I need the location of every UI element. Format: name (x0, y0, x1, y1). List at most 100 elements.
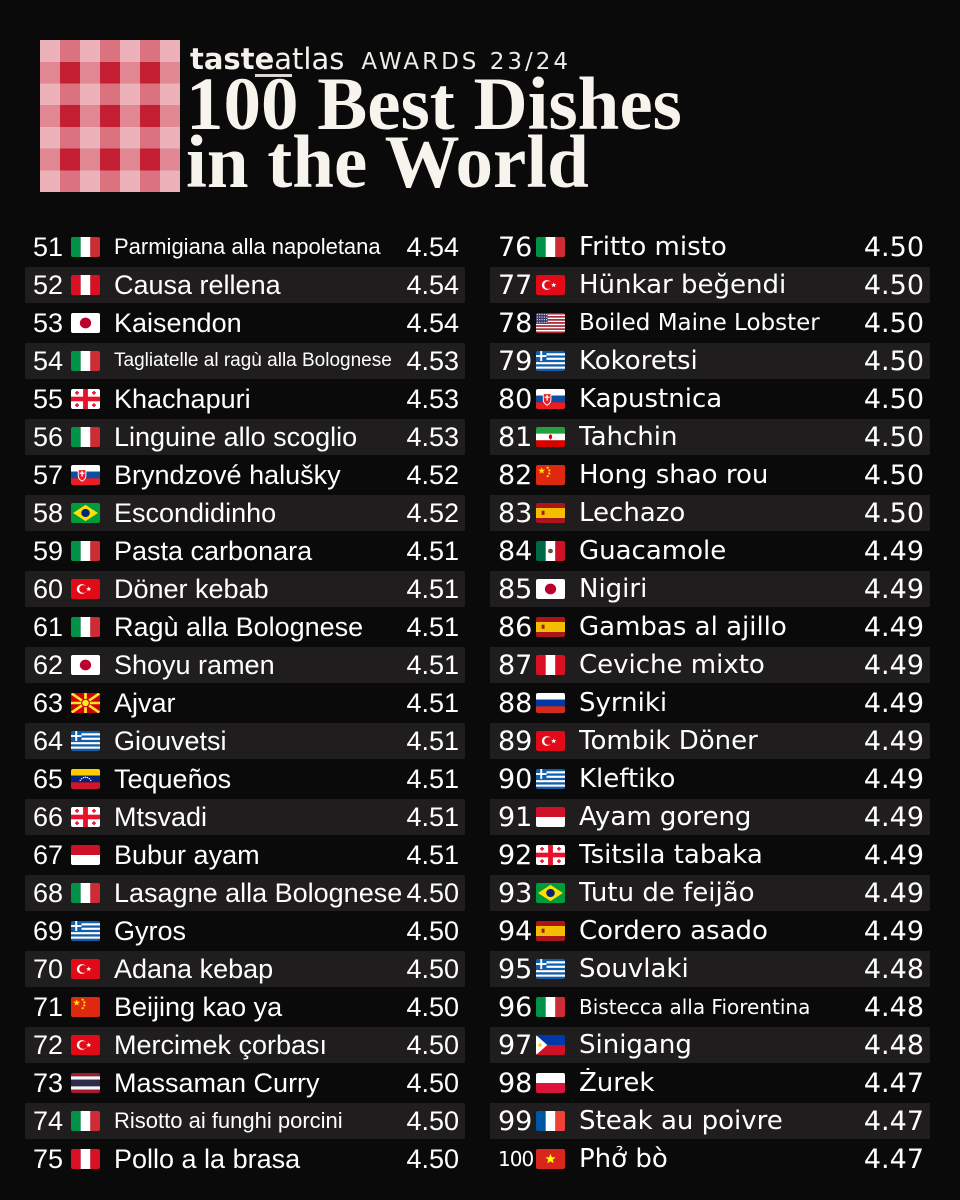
rank-number: 61 (33, 611, 64, 642)
rank-number: 87 (498, 649, 533, 681)
country-flag-icon-es (536, 503, 565, 523)
dish-name: Causa rellena (114, 269, 281, 300)
dish-row: 75 Pollo a la brasa 4.50 (25, 1141, 465, 1177)
country-flag-icon-jp (536, 579, 565, 599)
dish-name: Fritto misto (579, 232, 727, 262)
dish-row: 67 Bubur ayam 4.51 (25, 837, 465, 873)
dish-row: 62 Shoyu ramen 4.51 (25, 647, 465, 683)
dish-row: 95 Souvlaki 4.48 (490, 951, 930, 987)
dish-row: 54 Tagliatelle al ragù alla Bolognese 4.53 (25, 343, 465, 379)
rating-value: 4.48 (863, 953, 924, 985)
dish-name: Mercimek çorbası (114, 1029, 328, 1060)
dish-row: 78 Boiled Maine Lobster 4.50 (490, 305, 930, 341)
rating-value: 4.49 (863, 687, 924, 719)
dish-row: 68 Lasagne alla Bolognese 4.50 (25, 875, 465, 911)
list-column-right: 76 Fritto misto 4.50 77 Hünkar beğendi 4.50 78… (490, 229, 930, 1179)
rating-value: 4.51 (406, 839, 459, 870)
country-flag-icon-tr (536, 275, 565, 295)
dish-row: 59 Pasta carbonara 4.51 (25, 533, 465, 569)
rating-value: 4.50 (406, 1029, 459, 1060)
rank-number: 91 (498, 801, 533, 833)
country-flag-icon-ru (536, 693, 565, 713)
country-flag-icon-tr (536, 731, 565, 751)
rating-value: 4.49 (863, 573, 924, 605)
country-flag-icon-ir (536, 427, 565, 447)
dish-name: Bubur ayam (114, 839, 260, 870)
rank-number: 92 (498, 839, 533, 871)
dish-row: 91 Ayam goreng 4.49 (490, 799, 930, 835)
dish-name: Tsitsila tabaka (579, 840, 763, 870)
dish-name: Lechazo (579, 498, 686, 528)
rank-number: 97 (498, 1029, 533, 1061)
dish-row: 58 Escondidinho 4.52 (25, 495, 465, 531)
dish-name: Nigiri (579, 574, 648, 604)
dish-row: 69 Gyros 4.50 (25, 913, 465, 949)
country-flag-icon-es (536, 921, 565, 941)
country-flag-icon-vn (536, 1149, 565, 1169)
rank-number: 96 (498, 991, 533, 1023)
rank-number: 89 (498, 725, 533, 757)
rank-number: 56 (33, 421, 64, 452)
dish-row: 98 Żurek 4.47 (490, 1065, 930, 1101)
rating-value: 4.49 (863, 877, 924, 909)
rating-value: 4.49 (863, 649, 924, 681)
dish-name: Syrniki (579, 688, 668, 718)
dish-row: 57 Bryndzové halušky 4.52 (25, 457, 465, 493)
rating-value: 4.51 (406, 649, 459, 680)
country-flag-icon-fr (536, 1111, 565, 1131)
rank-number: 63 (33, 687, 64, 718)
rating-value: 4.54 (406, 269, 459, 300)
rating-value: 4.53 (406, 345, 459, 376)
dish-name: Tombik Döner (579, 726, 758, 756)
dish-row: 94 Cordero asado 4.49 (490, 913, 930, 949)
rating-value: 4.51 (406, 573, 459, 604)
rank-number: 94 (498, 915, 533, 947)
rating-value: 4.51 (406, 725, 459, 756)
dish-name: Guacamole (579, 536, 727, 566)
rating-value: 4.53 (406, 383, 459, 414)
dish-name: Massaman Curry (114, 1067, 320, 1098)
country-flag-icon-pl (536, 1073, 565, 1093)
country-flag-icon-id (71, 845, 100, 865)
dish-name: Tahchin (579, 422, 678, 452)
dish-name: Risotto ai funghi porcini (114, 1108, 343, 1133)
country-flag-icon-ge (71, 807, 100, 827)
rating-value: 4.47 (863, 1143, 924, 1175)
dish-row: 53 Kaisendon 4.54 (25, 305, 465, 341)
rating-value: 4.50 (406, 915, 459, 946)
country-flag-icon-jp (71, 655, 100, 675)
rank-number: 70 (33, 953, 64, 984)
dish-row: 76 Fritto misto 4.50 (490, 229, 930, 265)
rank-number: 69 (33, 915, 64, 946)
dish-name: Phở bò (579, 1144, 668, 1174)
dish-name: Cordero asado (579, 916, 768, 946)
rating-value: 4.47 (863, 1105, 924, 1137)
country-flag-icon-it (536, 997, 565, 1017)
dish-name: Mtsvadi (114, 801, 208, 832)
dish-row: 92 Tsitsila tabaka 4.49 (490, 837, 930, 873)
rank-number: 54 (33, 345, 64, 376)
rating-value: 4.51 (406, 535, 459, 566)
dish-row: 72 Mercimek çorbası 4.50 (25, 1027, 465, 1063)
rank-number: 88 (498, 687, 533, 719)
dish-name: Tequeños (114, 763, 232, 794)
rating-value: 4.51 (406, 801, 459, 832)
dish-name: Kaisendon (114, 307, 242, 338)
rank-number: 76 (498, 231, 533, 263)
dish-row: 96 Bistecca alla Fiorentina 4.48 (490, 989, 930, 1025)
rating-value: 4.49 (863, 763, 924, 795)
rating-value: 4.48 (863, 1029, 924, 1061)
rating-value: 4.49 (863, 839, 924, 871)
rating-value: 4.54 (406, 231, 459, 262)
rating-value: 4.52 (406, 459, 459, 490)
rank-number: 90 (498, 763, 533, 795)
rating-value: 4.50 (863, 459, 924, 491)
dish-row: 73 Massaman Curry 4.50 (25, 1065, 465, 1101)
rating-value: 4.49 (863, 801, 924, 833)
rating-value: 4.50 (406, 1143, 459, 1174)
dish-name: Ragù alla Bolognese (114, 611, 364, 642)
country-flag-icon-tr (71, 1035, 100, 1055)
rating-value: 4.49 (863, 611, 924, 643)
rank-number: 85 (498, 573, 533, 605)
